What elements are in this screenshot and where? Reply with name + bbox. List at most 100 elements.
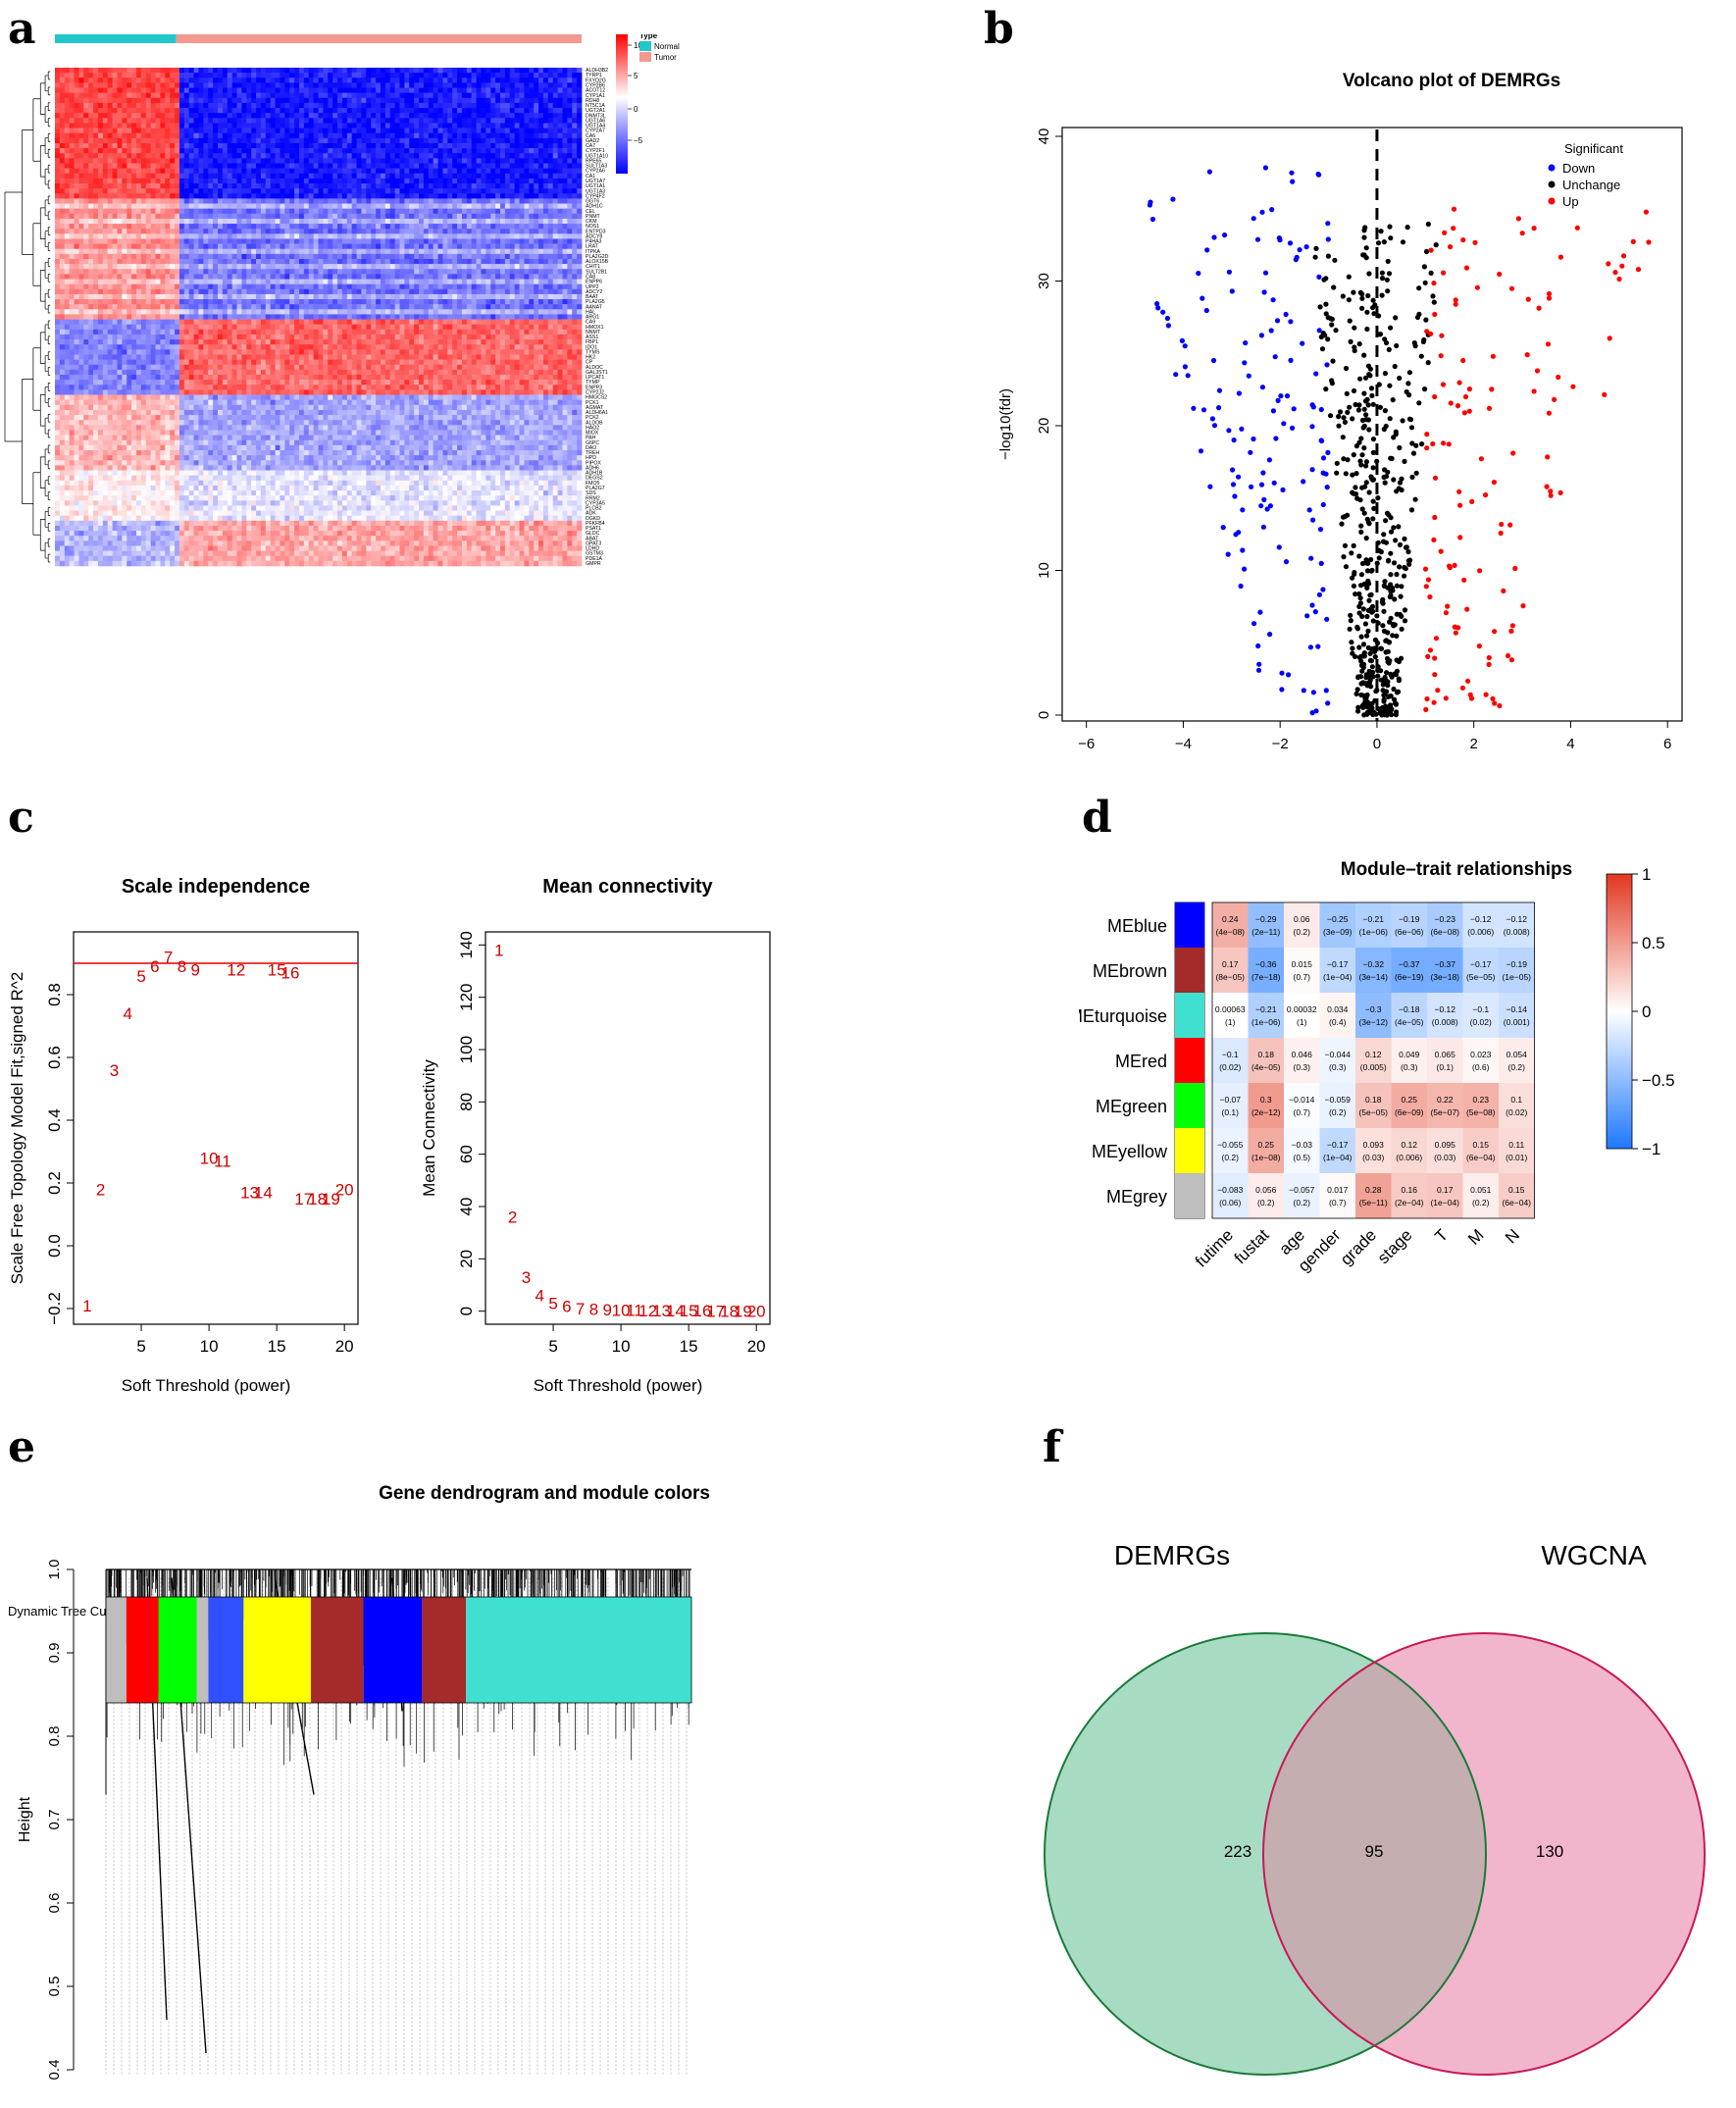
- heatmap-cell: [466, 173, 473, 180]
- heatmap-cell: [231, 188, 237, 194]
- heatmap-cell: [83, 142, 89, 149]
- heatmap-cell: [280, 243, 285, 250]
- heatmap-cell: [529, 73, 535, 78]
- heatmap-cell: [414, 173, 420, 180]
- heatmap-cell: [251, 264, 257, 270]
- heatmap-cell: [481, 118, 486, 124]
- heatmap-cell: [542, 229, 549, 234]
- heatmap-cell: [572, 123, 578, 129]
- heatmap-cell: [256, 128, 262, 134]
- heatmap-cell: [466, 82, 473, 88]
- heatmap-cell: [356, 188, 362, 194]
- heatmap-cell: [135, 193, 142, 199]
- heatmap-cell: [404, 193, 410, 199]
- heatmap-cell: [428, 142, 434, 149]
- heatmap-cell: [83, 163, 89, 169]
- heatmap-cell: [175, 87, 180, 93]
- heatmap-cell: [380, 208, 386, 215]
- heatmap-cell: [504, 178, 511, 184]
- heatmap-cell: [298, 153, 305, 159]
- heatmap-cell: [69, 274, 75, 280]
- heatmap-cell: [251, 248, 257, 255]
- heatmap-cell: [160, 208, 166, 215]
- heatmap-cell: [461, 188, 468, 194]
- heatmap-cell: [270, 269, 276, 275]
- heatmap-cell: [504, 188, 511, 194]
- heatmap-cell: [323, 132, 329, 139]
- heatmap-cell: [366, 198, 372, 204]
- heatmap-cell: [332, 213, 338, 220]
- heatmap-cell: [150, 248, 156, 255]
- heatmap-cell: [74, 193, 79, 199]
- heatmap-cell: [155, 248, 161, 255]
- heatmap-cell: [74, 92, 79, 99]
- heatmap-cell: [514, 92, 520, 99]
- heatmap-cell: [447, 77, 453, 83]
- heatmap-cell: [399, 238, 405, 244]
- heatmap-cell: [241, 128, 247, 134]
- heatmap-cell: [341, 188, 348, 194]
- heatmap-cell: [303, 118, 310, 124]
- heatmap-cell: [170, 198, 176, 204]
- heatmap-cell: [399, 158, 405, 164]
- heatmap-cell: [471, 253, 477, 260]
- heatmap-cell: [428, 233, 434, 239]
- heatmap-cell: [160, 123, 166, 129]
- heatmap-cell: [423, 97, 430, 104]
- heatmap-cell: [399, 274, 405, 280]
- heatmap-cell: [55, 279, 61, 284]
- heatmap-cell: [270, 213, 276, 220]
- heatmap-cell: [140, 183, 147, 189]
- heatmap-cell: [409, 142, 415, 149]
- heatmap-cell: [366, 193, 372, 199]
- heatmap-cell: [236, 158, 242, 164]
- heatmap-cell: [323, 102, 329, 109]
- heatmap-cell: [409, 77, 415, 83]
- heatmap-cell: [188, 208, 194, 215]
- heatmap-cell: [371, 77, 377, 83]
- heatmap-cell: [303, 153, 310, 159]
- heatmap-cell: [380, 243, 386, 250]
- heatmap-cell: [170, 193, 176, 199]
- heatmap-cell: [265, 233, 272, 239]
- heatmap-cell: [179, 73, 185, 78]
- heatmap-cell: [165, 137, 171, 144]
- dendrogram-branch: [44, 355, 49, 372]
- heatmap-cell: [208, 118, 214, 124]
- heatmap-cell: [175, 203, 180, 209]
- heatmap-cell: [280, 153, 285, 159]
- heatmap-cell: [318, 264, 324, 270]
- heatmap-cell: [547, 248, 554, 255]
- heatmap-cell: [542, 97, 549, 104]
- heatmap-cell: [313, 153, 319, 159]
- heatmap-cell: [222, 87, 229, 93]
- heatmap-cell: [481, 203, 486, 209]
- heatmap-cell: [471, 82, 477, 88]
- heatmap-cell: [409, 193, 415, 199]
- heatmap-cell: [275, 137, 281, 144]
- heatmap-cell: [366, 248, 372, 255]
- heatmap-cell: [534, 153, 539, 159]
- heatmap-cell: [490, 193, 496, 199]
- heatmap-cell: [289, 288, 295, 295]
- heatmap-cell: [303, 73, 310, 78]
- heatmap-cell: [280, 73, 285, 78]
- heatmap-cell: [227, 188, 233, 194]
- heatmap-cell: [414, 68, 420, 74]
- heatmap-cell: [135, 274, 142, 280]
- heatmap-cell: [227, 288, 233, 295]
- heatmap-cell: [183, 218, 190, 225]
- heatmap-cell: [471, 68, 477, 74]
- heatmap-cell: [145, 264, 152, 270]
- heatmap-cell: [423, 113, 430, 119]
- heatmap-cell: [404, 253, 410, 260]
- heatmap-cell: [323, 163, 329, 169]
- heatmap-cell: [308, 243, 315, 250]
- heatmap-cell: [471, 274, 477, 280]
- heatmap-cell: [346, 92, 353, 99]
- heatmap-cell: [572, 97, 578, 104]
- heatmap-cell: [213, 279, 219, 284]
- heatmap-cell: [270, 77, 276, 83]
- heatmap-cell: [246, 87, 252, 93]
- heatmap-cell: [500, 188, 506, 194]
